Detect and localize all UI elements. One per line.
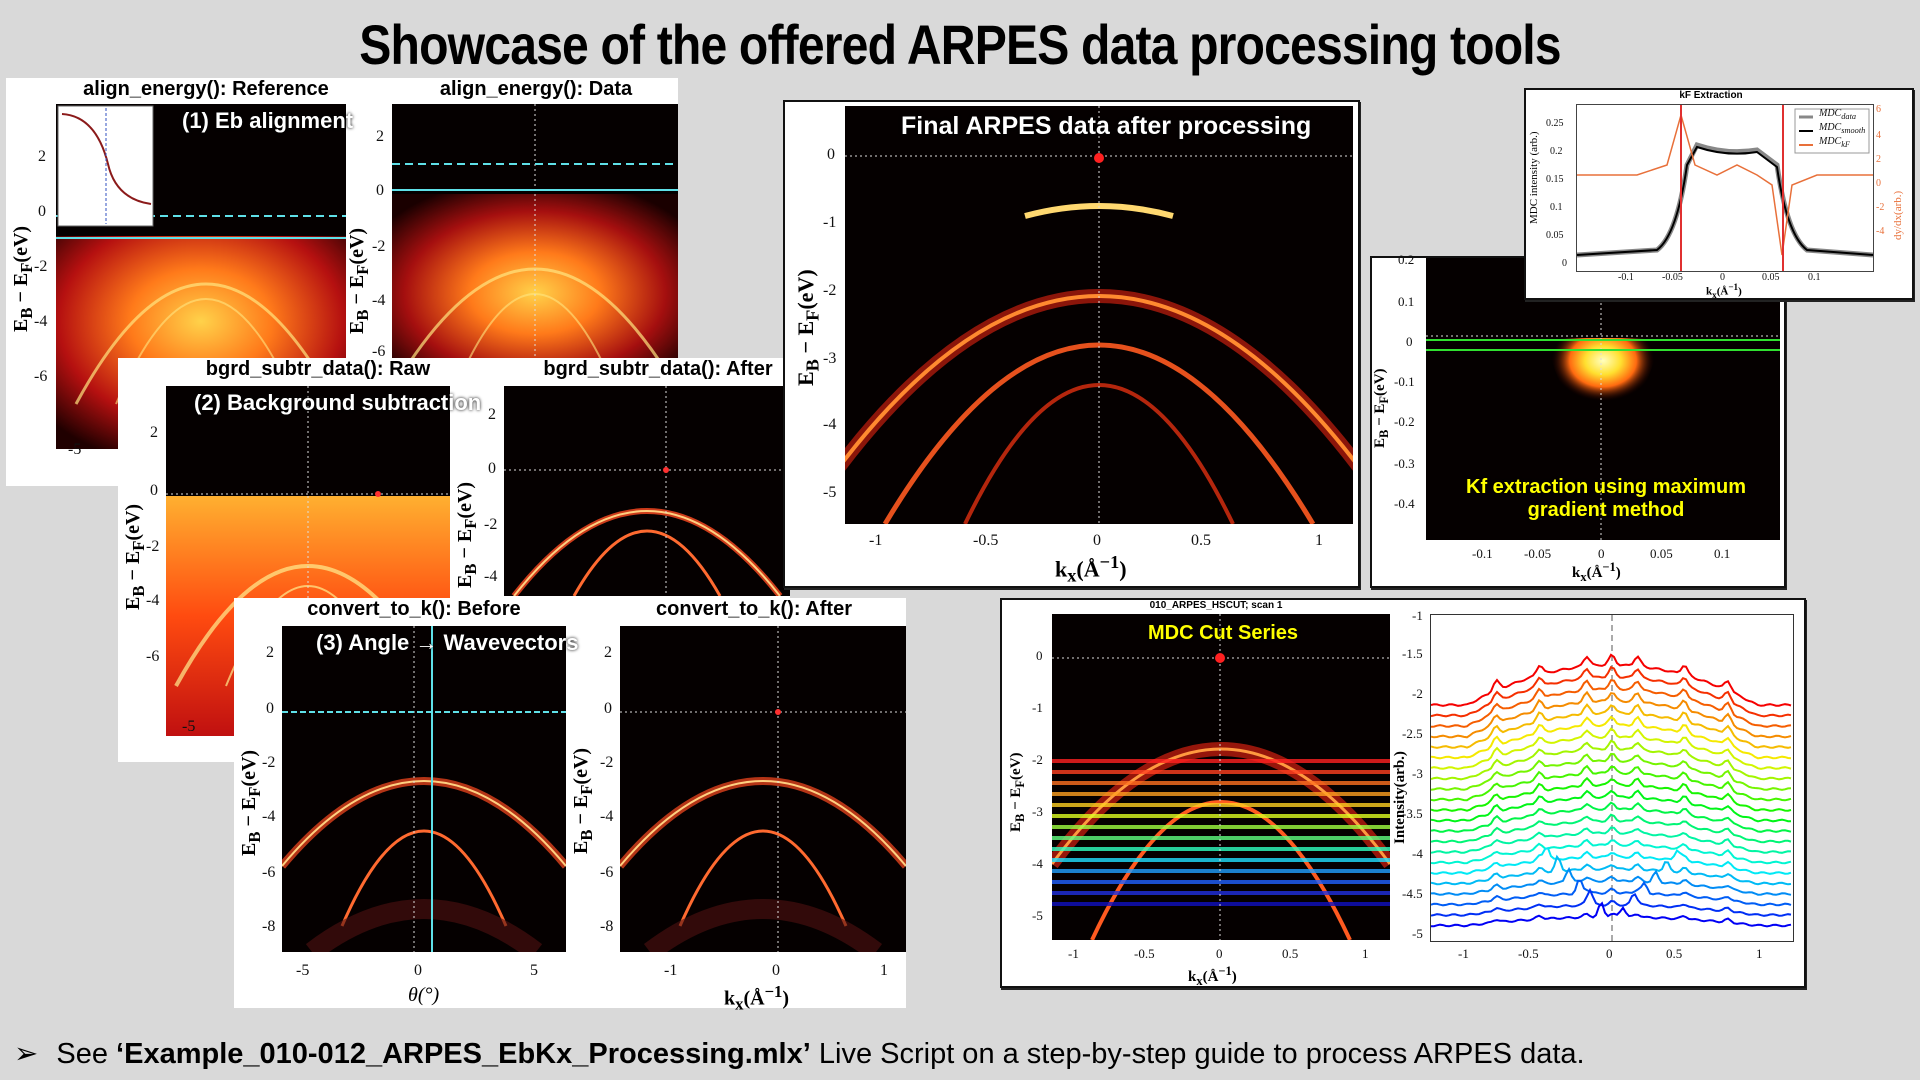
mdc-curve [1430,665,1792,718]
mdc-curve [1430,789,1791,823]
panel-title: bgrd_subtr_data(): Raw [205,358,431,380]
arpes-map-data [392,104,678,374]
kf-extraction-chart: MDCdata MDCsmooth MDCkF [1576,104,1874,272]
mdc-curve [1430,879,1792,907]
panel-title: align_energy(): Data [439,78,633,100]
final-arpes-label: Final ARPES data after processing [901,112,1312,140]
step-label-eb-alignment: (1) Eb alignment [182,108,354,133]
mdc-curve [1430,826,1792,854]
mdc-curve [1430,846,1792,875]
mdc-intensity-map [1052,614,1390,940]
panel-title: bgrd_subtr_data(): After [543,358,773,380]
mdc-curve [1430,813,1792,844]
panel-kf-map: Kf extraction using maximum gradient meth… [1370,252,1786,588]
y-axis-label: EB − EF(eV) [1372,368,1391,448]
mdc-curve [1430,752,1792,791]
panel-title: 010_ARPES_HSCUT; scan 1 [1149,600,1283,611]
mdc-curve [1430,764,1792,802]
panel-title: align_energy(): Reference [83,78,329,100]
x-axis-label: kx(Å−1) [1706,282,1742,300]
footer-note: ➢ See ‘Example_010-012_ARPES_EbKx_Proces… [14,1038,1585,1070]
bullet-icon: ➢ [14,1038,39,1070]
step-label-angle-to-wavevectors: (3) Angle → Wavevectors [316,630,579,655]
mdc-curve [1430,801,1792,833]
arpes-map-subtracted-image [504,386,790,596]
arpes-map-kspace-image [620,626,906,952]
panel-title: kF Extraction [1679,90,1743,101]
kf-intensity-map-image [1426,258,1780,540]
arpes-map-angle-image [282,626,566,952]
y-axis-label: EB − EF(eV) [793,269,823,386]
mdc-stack-chart [1430,614,1794,942]
arpes-map-reference-image [56,105,346,449]
y-axis-label: EB − EF(eV) [10,225,36,332]
mdc-curve [1430,690,1792,739]
mdc-curve [1430,679,1792,728]
x-axis-label: kx(Å−1) [1188,964,1237,988]
mdc-curve [1430,739,1792,781]
arpes-map-final [845,106,1353,524]
arpes-map-final-image [845,106,1353,524]
y-axis-label: Intensity(arb.) [1392,751,1408,844]
panel-mdc-series: 010_ARPES_HSCUT; scan 1 MDC Cut Series 0… [1000,598,1806,988]
mdc-curve [1430,703,1792,749]
x-axis-label: kx(Å−1) [1572,560,1621,584]
y-axis-label: MDC intensity (arb.) [1528,131,1540,224]
mdc-curve [1430,776,1792,812]
y2-axis-label: dy/dx(arb.) [1892,190,1904,240]
panel-final-arpes: Final ARPES data after processing 0 -1 -… [783,100,1360,588]
arpes-map-data-image [392,104,678,374]
mdc-intensity-map-image [1052,614,1390,940]
x-axis-label: kx(Å−1) [1055,552,1127,586]
x-axis-label: kx(Å−1) [724,982,790,1014]
y-axis-label: EB − EF(eV) [454,481,480,588]
y-axis-label: EB − EF(eV) [570,747,596,854]
panel-title: convert_to_k(): After [656,598,852,620]
mdc-curve [1430,838,1792,865]
x-axis-label: θ(°) [408,984,440,1006]
mdc-curve [1430,866,1792,896]
mdc-curve [1430,887,1792,917]
slide-title: Showcase of the offered ARPES data proce… [359,13,1561,76]
panel-convert-to-k: convert_to_k(): Before (3) Angle → Wavev… [234,598,906,1014]
y-axis-label: EB − EF(eV) [1008,752,1027,832]
kf-extraction-curves [1576,105,1874,271]
y-axis-label: EB − EF(eV) [346,227,372,334]
legend-entry: MDCdata [1819,108,1857,121]
legend-entry: MDCkF [1819,136,1851,149]
kf-intensity-map [1426,258,1780,540]
mdc-curve [1431,901,1792,928]
mdc-stack-curves [1430,615,1792,941]
mdc-curve [1430,854,1792,886]
live-script-filename: ‘Example_010-012_ARPES_EbKx_Processing.m… [116,1038,811,1070]
step-label-background-subtraction: (2) Background subtraction [194,390,482,415]
y-axis-label: EB − EF(eV) [238,749,264,856]
mdc-curve [1430,727,1792,770]
panel-kf-extraction: kF Extraction MDCdata MDCsmooth MDCkF 0.… [1524,88,1914,300]
mdc-cut-lines [1052,759,1390,906]
kf-extraction-label: Kf extraction using maximum gradient meth… [1466,476,1747,521]
y-axis-label: EB − EF(eV) [122,503,148,610]
panel-align-reference: align_energy(): Reference (1) Eb alignme… [6,78,678,486]
mdc-curve [1430,653,1792,707]
arpes-map-subtracted [504,386,790,596]
arpes-map-angle [282,626,566,952]
mdc-curve [1430,715,1792,760]
arpes-map-kspace [620,626,906,952]
legend-entry: MDCsmooth [1819,122,1866,135]
panel-title: convert_to_k(): Before [307,598,521,620]
mdc-series-label: MDC Cut Series [1148,622,1299,644]
